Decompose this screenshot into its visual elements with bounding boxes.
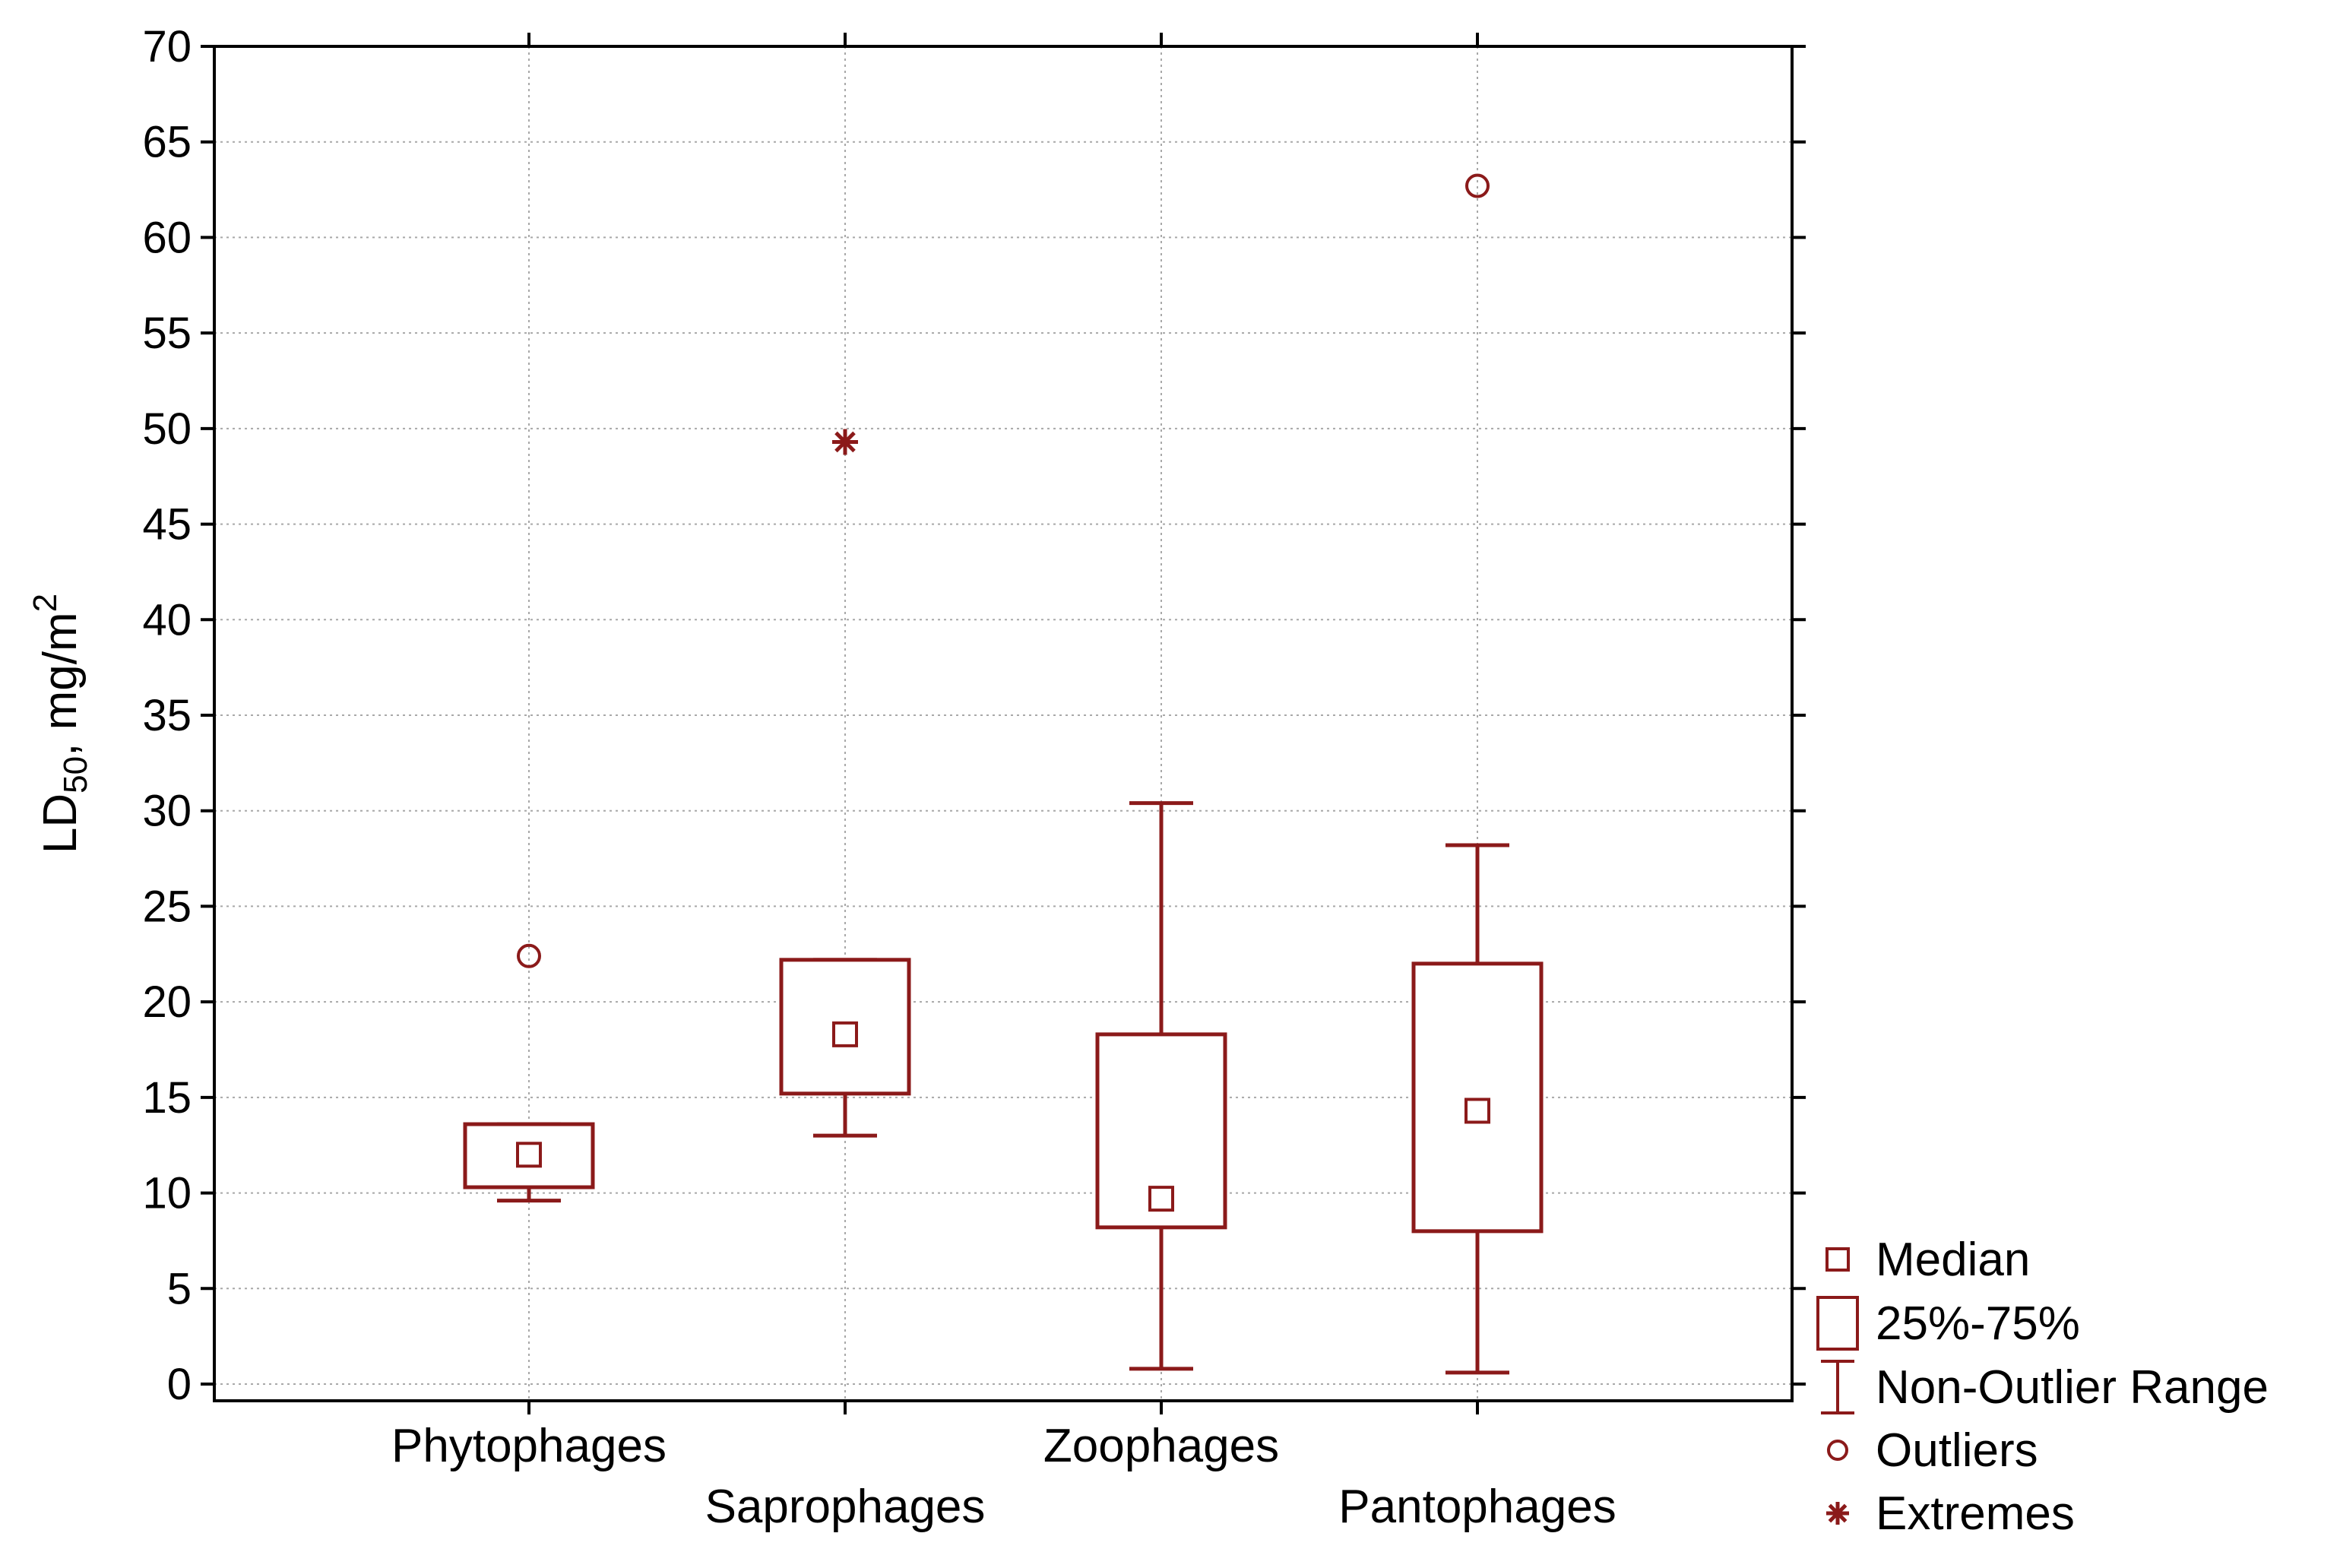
- y-tick-label: 45: [142, 500, 192, 550]
- x-category-label: Pantophages: [1338, 1481, 1616, 1533]
- y-tick-label: 55: [142, 309, 192, 358]
- iqr-box: [1411, 961, 1544, 1234]
- extreme-point: [832, 429, 858, 455]
- median-marker: [516, 1142, 542, 1168]
- legend-label: Median: [1876, 1234, 2030, 1286]
- plot-area-frame: [213, 45, 1794, 1402]
- box-plot-zoophages: [1095, 801, 1227, 1371]
- median-marker: [1464, 1098, 1490, 1124]
- legend-item-median: Median: [1825, 1234, 2030, 1286]
- x-axis-category-labels: Phytophages Saprophages Zoophages Pantophag…: [391, 1420, 1616, 1533]
- legend-box-icon: [1816, 1296, 1859, 1351]
- box-plot-saprophages: [779, 429, 911, 1138]
- iqr-box: [779, 958, 911, 1096]
- legend-outlier-icon: [1827, 1440, 1848, 1461]
- box-plot-phytophages: [463, 943, 595, 1203]
- y-axis-label: LD50, mg/m2: [27, 594, 94, 854]
- outlier-point: [1465, 173, 1490, 198]
- box-plot-pantophages: [1411, 173, 1544, 1375]
- legend-extreme-icon: [1826, 1502, 1849, 1525]
- y-tick-label: 20: [142, 977, 192, 1027]
- y-tick-label: 35: [142, 691, 192, 740]
- box-plots: [463, 173, 1544, 1375]
- x-category-label: Saprophages: [705, 1481, 986, 1533]
- y-tick-label: 10: [142, 1169, 192, 1218]
- legend-item-box: 25%-75%: [1816, 1296, 2080, 1351]
- legend-item-extreme: Extremes: [1826, 1487, 2075, 1540]
- legend-whisker-icon: [1821, 1360, 1854, 1414]
- median-marker: [1148, 1186, 1174, 1212]
- y-tick-label: 65: [142, 118, 192, 167]
- legend-label: Non-Outlier Range: [1876, 1361, 2269, 1414]
- legend: Median 25%-75% Non-Outlier Range Outliers Ex…: [1816, 1234, 2269, 1540]
- y-tick-label: 0: [167, 1360, 192, 1409]
- iqr-box: [1095, 1032, 1227, 1230]
- y-tick-label: 15: [142, 1073, 192, 1123]
- median-marker: [832, 1021, 858, 1047]
- iqr-box: [463, 1122, 595, 1189]
- grid-lines: [214, 46, 1792, 1401]
- y-tick-label: 70: [142, 22, 192, 71]
- y-tick-label: 25: [142, 882, 192, 931]
- legend-item-outlier: Outliers: [1827, 1424, 2038, 1477]
- legend-label: Outliers: [1876, 1424, 2038, 1477]
- legend-median-icon: [1825, 1247, 1850, 1272]
- y-tick-label: 40: [142, 595, 192, 645]
- y-axis: 0 5 10 15 20 25 30 35 40 45 50 55 60 65 70: [142, 22, 1806, 1414]
- y-tick-label: 30: [142, 787, 192, 836]
- legend-label: Extremes: [1876, 1487, 2075, 1540]
- x-category-label: Zoophages: [1043, 1420, 1279, 1472]
- y-tick-label: 60: [142, 213, 192, 262]
- y-tick-label: 5: [167, 1264, 192, 1313]
- legend-label: 25%-75%: [1876, 1297, 2080, 1350]
- legend-item-whisker: Non-Outlier Range: [1821, 1360, 2269, 1414]
- outlier-point: [517, 943, 541, 968]
- y-tick-label: 50: [142, 404, 192, 454]
- x-category-label: Phytophages: [391, 1420, 667, 1472]
